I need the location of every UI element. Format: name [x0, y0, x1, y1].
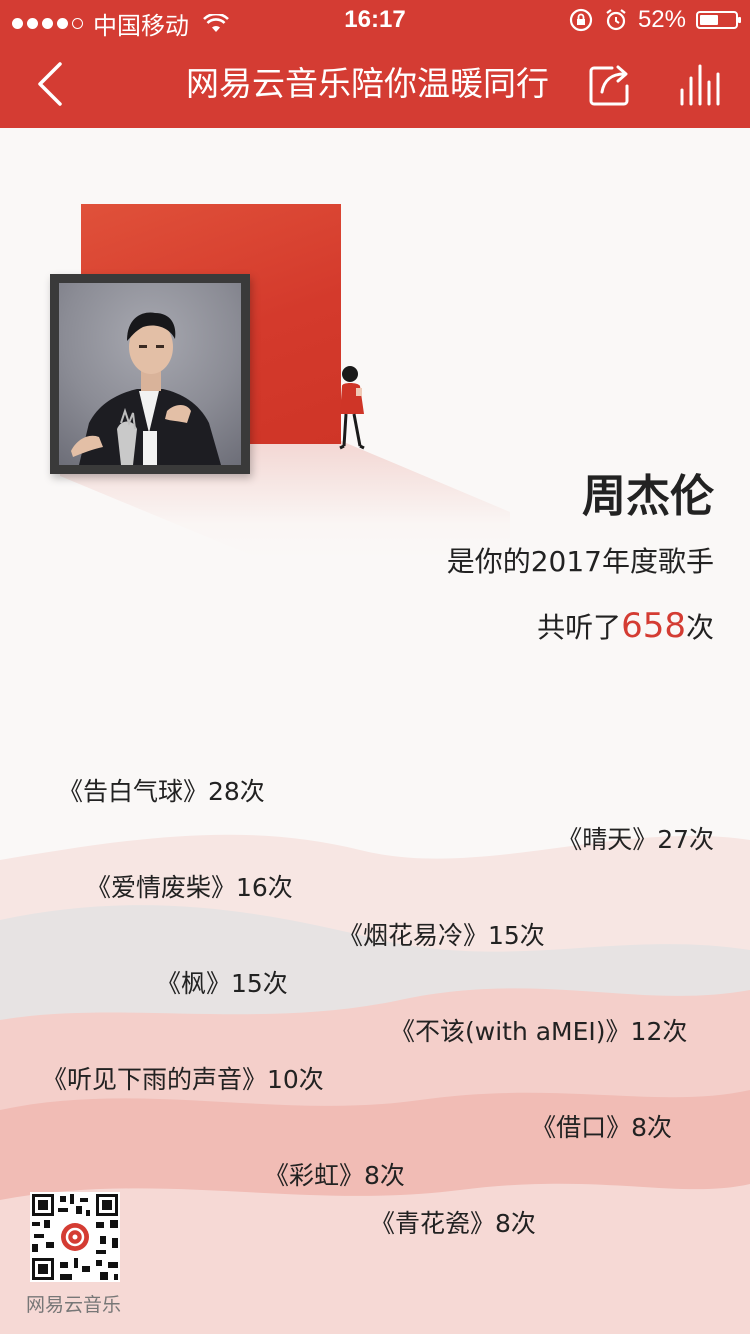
song-item: 《枫》15次: [156, 969, 288, 998]
qr-code[interactable]: [30, 1192, 120, 1282]
song-item: 《爱情废柴》16次: [86, 873, 293, 902]
plays-suffix: 次: [685, 611, 714, 644]
song-item: 《青花瓷》8次: [370, 1209, 536, 1238]
walking-person-illustration: [339, 366, 365, 450]
status-bar: 中国移动 16:17 52%: [0, 0, 750, 40]
stats-icon[interactable]: [676, 60, 726, 110]
song-item: 《晴天》27次: [557, 825, 714, 854]
battery-level: [700, 15, 718, 25]
artist-photo-frame: [50, 274, 250, 474]
wifi-icon: [203, 13, 229, 32]
song-item: 《彩虹》8次: [264, 1161, 405, 1190]
clock: 16:17: [344, 6, 406, 33]
wave-background: [0, 834, 750, 1334]
artist-name: 周杰伦: [582, 471, 714, 522]
artist-portrait: [71, 312, 221, 465]
page-title: 网易云音乐陪你温暖同行: [186, 64, 549, 103]
song-item: 《告白气球》28次: [58, 777, 265, 806]
share-icon[interactable]: [586, 60, 634, 108]
rotation-lock-icon: [569, 8, 593, 32]
song-item: 《烟花易冷》15次: [338, 921, 545, 950]
song-item: 《听见下雨的声音》10次: [42, 1065, 324, 1094]
total-plays: 共听了658次: [537, 606, 714, 646]
status-right: 52%: [568, 6, 741, 34]
artist-subtitle: 是你的2017年度歌手: [446, 545, 714, 578]
nav-bar: 网易云音乐陪你温暖同行: [0, 40, 750, 128]
song-item: 《不该(with aMEI)》12次: [390, 1017, 688, 1046]
plays-prefix: 共听了: [537, 611, 622, 644]
battery-percent: 52%: [637, 6, 686, 33]
carrier-name: 中国移动: [93, 13, 189, 40]
song-item: 《借口》8次: [531, 1113, 672, 1142]
back-icon[interactable]: [24, 54, 80, 114]
battery-icon: [696, 11, 741, 29]
artist-photo: [59, 283, 241, 465]
status-left: 中国移动: [12, 6, 229, 41]
alarm-icon: [606, 9, 626, 31]
signal-strength-icon: [12, 18, 83, 29]
plays-count: 658: [621, 606, 686, 646]
brand-label: 网易云音乐: [26, 1294, 122, 1316]
